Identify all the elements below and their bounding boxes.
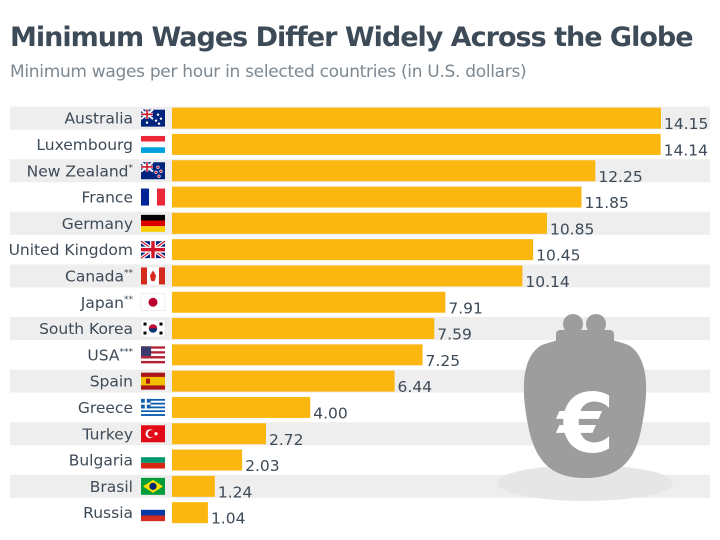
value-label: 7.25 [426, 352, 461, 370]
bar [172, 291, 446, 313]
bar [172, 449, 243, 471]
greece-flag-icon [141, 398, 165, 416]
value-label: 10.85 [550, 220, 594, 238]
bar [172, 423, 266, 445]
bar [172, 475, 215, 497]
value-label: 1.04 [211, 510, 246, 528]
bar [172, 344, 423, 366]
bar [172, 160, 596, 182]
value-label: 1.24 [218, 483, 253, 501]
svg-text:€: € [555, 377, 614, 472]
usa-flag-icon [141, 346, 165, 364]
category-label: Bulgaria [69, 452, 133, 470]
labels: Australia 14.15 Luxembourg 14.14 New Zealand… [9, 110, 709, 528]
footnote-marker: ** [124, 295, 134, 305]
bar [172, 502, 208, 524]
category-label: Brasil [90, 478, 133, 496]
bar [172, 212, 547, 234]
bar [172, 396, 311, 418]
footnote-marker: * [129, 163, 134, 173]
bars [172, 107, 661, 524]
category-label: Canada** [65, 267, 133, 285]
new-zealand-flag-icon [140, 161, 165, 180]
canada-flag-icon [141, 267, 165, 285]
bar [172, 239, 534, 261]
category-label: France [81, 189, 133, 207]
bar [172, 265, 523, 287]
category-label: Russia [83, 504, 133, 522]
category-label: Turkey [82, 425, 133, 443]
turkey-flag-icon [141, 425, 165, 443]
category-label: Germany [62, 215, 133, 233]
category-label: USA*** [87, 346, 133, 364]
luxembourg-flag-icon [141, 135, 165, 153]
footnote-marker: *** [120, 347, 134, 357]
category-label: South Korea [39, 320, 133, 338]
euro-purse-icon: € [497, 314, 673, 501]
value-label: 7.91 [448, 299, 483, 317]
bar [172, 186, 582, 208]
bar [172, 107, 661, 129]
value-label: 11.85 [585, 194, 629, 212]
united-kingdom-flag-icon [139, 239, 167, 260]
value-label: 6.44 [398, 378, 433, 396]
brasil-flag-icon [141, 477, 165, 495]
category-label: Luxembourg [36, 136, 133, 154]
value-label: 12.25 [598, 168, 642, 186]
france-flag-icon [141, 188, 165, 206]
value-label: 14.15 [664, 115, 708, 133]
value-label: 10.14 [525, 273, 569, 291]
category-label: United Kingdom [9, 241, 133, 259]
value-label: 2.72 [269, 431, 304, 449]
footnote-marker: ** [124, 268, 134, 278]
value-label: 7.59 [437, 326, 472, 344]
bar [172, 318, 435, 340]
category-label: Spain [90, 373, 133, 391]
category-label: Japan** [80, 294, 134, 312]
south-korea-flag-icon [140, 319, 166, 338]
value-label: 4.00 [313, 404, 348, 422]
japan-flag-icon [140, 293, 166, 311]
flags [139, 108, 167, 522]
category-label: Australia [64, 110, 133, 128]
chart-subtitle: Minimum wages per hour in selected count… [10, 62, 527, 82]
spain-flag-icon [141, 372, 165, 390]
bar [172, 133, 661, 155]
value-label: 14.14 [664, 141, 708, 159]
category-label: Greece [78, 399, 133, 417]
bulgaria-flag-icon [141, 451, 165, 469]
russia-flag-icon [141, 504, 165, 522]
category-label: New Zealand* [27, 162, 134, 180]
value-label: 2.03 [245, 457, 280, 475]
bar [172, 370, 395, 392]
australia-flag-icon [140, 108, 165, 127]
chart-title: Minimum Wages Differ Widely Across the G… [10, 22, 694, 53]
value-label: 10.45 [536, 247, 580, 265]
germany-flag-icon [141, 214, 165, 232]
